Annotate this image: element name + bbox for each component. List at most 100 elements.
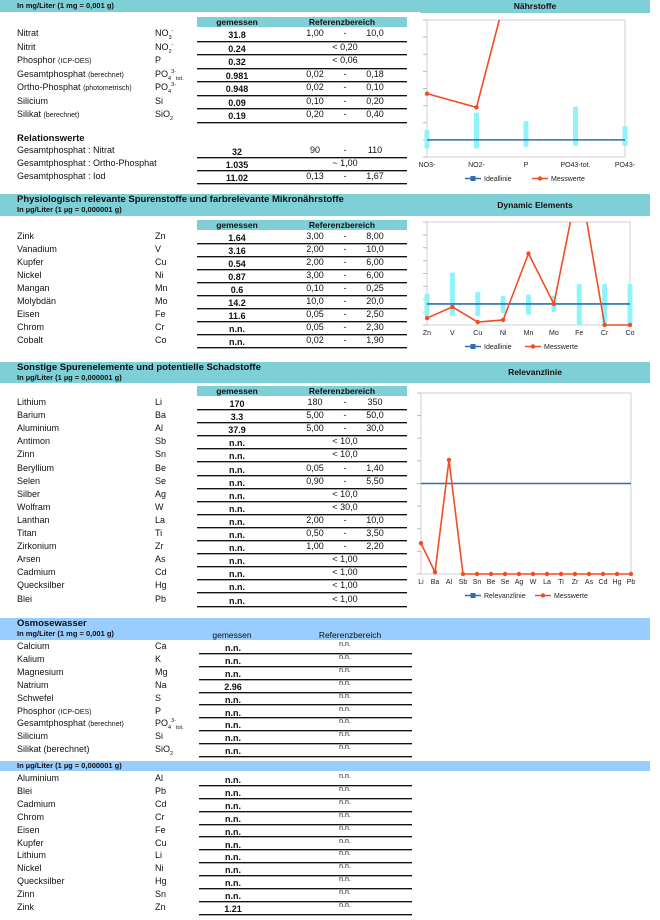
chart1-title: Nährstoffe	[420, 0, 650, 13]
name-text: Cadmium	[17, 798, 56, 809]
x-tick-label: Li	[418, 579, 424, 586]
measured-value: 0.87	[228, 272, 246, 282]
symbol-text: Hg	[155, 580, 167, 591]
reference-dash: -	[343, 270, 347, 280]
symbol-text: Na	[155, 679, 167, 690]
name-text: Silicium	[17, 95, 49, 106]
col-reference: Referenzbereich	[277, 386, 407, 396]
table-row: Zink Zn 1.21 n.n.	[0, 902, 412, 916]
symbol-text: Cd	[155, 798, 167, 809]
reference-value: n.n.	[339, 863, 351, 871]
table-row: Kupfer Cu n.n. n.n.	[0, 838, 412, 852]
row-name: Lithium	[17, 850, 46, 860]
relations-title: Relationswerte	[17, 133, 85, 144]
section2-unit: In µg/Liter (1 µg = 0,000001 g)	[17, 205, 122, 214]
reference-dash: -	[343, 423, 347, 434]
table-row: Aluminium Al n.n. n.n.	[0, 773, 412, 787]
data-point	[424, 315, 430, 321]
row-name: Blei	[17, 786, 32, 796]
reference-low: 0,02	[306, 68, 324, 79]
reference-value: < 10,0	[332, 449, 358, 460]
reference-high: 20,0	[366, 296, 384, 306]
row-underline	[197, 540, 407, 543]
row-name: Lanthan	[17, 515, 50, 525]
data-point	[600, 571, 606, 577]
name-text: Silicium	[17, 731, 49, 742]
row-symbol: SiO2	[155, 744, 173, 757]
symbol-text: Be	[155, 462, 167, 473]
row-symbol: Pb	[155, 594, 166, 604]
name-text: Phosphor	[17, 705, 56, 716]
name-text: Zirkonium	[17, 541, 57, 552]
reference-high: 1,90	[366, 335, 384, 345]
row-underline	[197, 592, 407, 595]
row-underline	[197, 513, 407, 516]
name-text: Chrom	[17, 811, 45, 822]
reference-dash: -	[343, 231, 347, 241]
row-symbol: Zn	[155, 902, 166, 912]
table-row: Antimon Sb n.n. < 10,0	[0, 436, 410, 451]
row-name: Kupfer	[17, 838, 44, 848]
table-row: Silicium Si 0.09 0,10 - 0,20	[0, 96, 410, 110]
symbol-text: Cr	[155, 322, 165, 332]
reference-range-bar	[424, 129, 430, 149]
name-text: Gesamtphosphat	[17, 68, 86, 79]
table-row: Mangan Mn 0.6 0,10 - 0,25	[0, 283, 410, 297]
row-symbol: Cu	[155, 257, 167, 267]
measured-value: n.n.	[225, 826, 241, 837]
table-row: Cadmium Cd n.n. < 1,00	[0, 567, 410, 582]
row-underline	[197, 170, 407, 172]
section3-unit: In µg/Liter (1 µg = 0,000001 g)	[17, 373, 122, 382]
section3-title: Sonstige Spurenelemente und potentielle …	[17, 362, 261, 373]
reference-value: n.n.	[339, 692, 351, 700]
reference-high: 2,30	[366, 322, 384, 332]
measured-value: n.n.	[225, 891, 241, 902]
row-underline	[197, 54, 407, 56]
row-underline	[199, 730, 412, 733]
measured-value: n.n.	[229, 582, 245, 593]
data-point	[424, 91, 430, 96]
measured-value: 31.8	[228, 30, 246, 40]
x-tick-label: PO43-	[615, 162, 636, 169]
row-symbol: V	[155, 244, 161, 254]
symbol-text: La	[155, 514, 166, 525]
reference-value: < 30,0	[332, 501, 358, 512]
symbol-text: P	[155, 55, 162, 65]
symbol-text: Zn	[155, 902, 166, 912]
table-row: Nitrat NO3- 31.8 1,00-10,0	[0, 28, 410, 43]
row-underline	[199, 823, 412, 826]
name-text: Barium	[17, 410, 46, 421]
row-name: Blei	[17, 594, 32, 604]
name-text: Quecksilber	[17, 580, 65, 591]
chart-dynamic-elements: Zn V Cu Ni Mn Mo Fe Cr Co Ideallinie Messwerte	[423, 221, 635, 351]
name-text: Zinn	[17, 449, 35, 460]
name-text: Zinn	[17, 889, 35, 900]
data-point	[418, 541, 424, 546]
measured-value: 37.9	[228, 425, 246, 436]
data-point	[572, 571, 578, 577]
x-tick-label: NO2-	[468, 162, 485, 169]
measured-value: n.n.	[229, 324, 245, 334]
legend-marker	[470, 344, 476, 349]
row-underline	[197, 422, 407, 425]
measured-value: 14.2	[228, 298, 246, 308]
row-underline	[197, 157, 407, 159]
data-point	[474, 105, 479, 110]
plot-series	[418, 457, 634, 577]
reference-low: 0,20	[306, 109, 324, 119]
symbol-text: Sb	[155, 436, 167, 447]
symbol-text: Pb	[155, 593, 167, 604]
symbol-text: Sn	[155, 449, 167, 460]
x-tick-label: Cr	[601, 330, 609, 337]
name-text: Silikat (berechnet)	[17, 744, 90, 755]
chart2-title: Dynamic Elements	[420, 194, 650, 216]
symbol-text: Ni	[155, 863, 164, 874]
chart-relevanzlinie: Li Ba Al Sb Sn Be Se Ag W La Ti Zr As Cd Hg Pb Relevanzl…	[417, 392, 635, 600]
row-underline	[199, 704, 412, 707]
row-symbol: Zr	[155, 541, 164, 551]
reference-dash: -	[343, 68, 347, 79]
name-text: Nickel	[17, 863, 42, 874]
table-row: Chrom Cr n.n. 0,05 - 2,30	[0, 322, 410, 336]
